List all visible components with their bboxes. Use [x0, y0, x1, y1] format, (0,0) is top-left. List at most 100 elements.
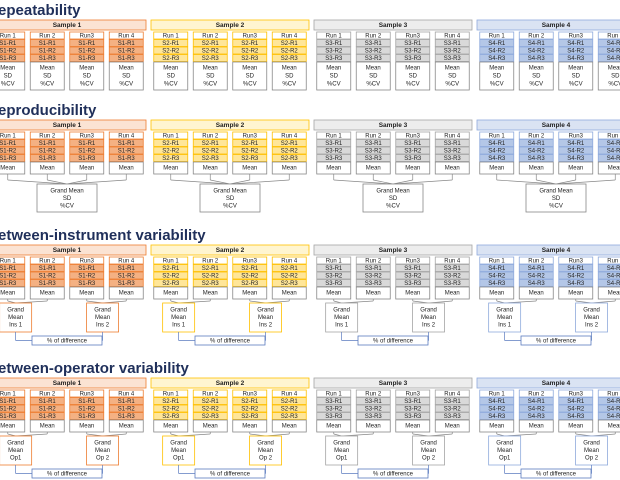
cell-label: S2-R1 — [162, 141, 180, 147]
cell-label: S4-R2 — [567, 273, 585, 279]
cell-label: S3-R2 — [444, 273, 462, 279]
box — [271, 271, 307, 280]
cell-label: S3-R3 — [325, 156, 343, 162]
box — [69, 54, 105, 62]
cell-label: S1-R3 — [0, 56, 17, 62]
cell-label: S1-R1 — [78, 41, 96, 47]
box — [29, 31, 65, 40]
box — [355, 31, 391, 40]
summary-label: %CV — [119, 82, 133, 88]
box — [194, 468, 266, 479]
box — [597, 139, 620, 147]
run-label: Run 1 — [489, 33, 506, 39]
box — [69, 61, 105, 91]
connector — [66, 179, 127, 185]
cell-label: S3-R3 — [325, 281, 343, 287]
difference-label: % of difference — [47, 471, 88, 477]
sample-header: Sample 3 — [379, 380, 408, 387]
box — [518, 264, 554, 272]
box — [476, 119, 620, 131]
cell-label: S2-R2 — [202, 406, 220, 412]
box — [316, 279, 352, 287]
box — [434, 264, 470, 272]
box — [271, 412, 307, 420]
run-label: Run3 — [243, 33, 258, 39]
box — [192, 404, 228, 413]
cell-label: S4-R2 — [607, 273, 620, 279]
box — [518, 154, 554, 162]
box — [476, 377, 620, 389]
box — [69, 271, 105, 280]
box — [316, 264, 352, 272]
box — [395, 279, 431, 287]
box — [395, 271, 431, 280]
summary-label: %CV — [282, 82, 296, 88]
grand-label: Grand Mean — [213, 189, 246, 195]
box — [518, 61, 554, 91]
group-label: Ins 1 — [172, 323, 186, 329]
cell-label: S3-R1 — [365, 141, 383, 147]
cell-label: S2-R1 — [162, 399, 180, 405]
box — [153, 54, 189, 62]
box — [355, 146, 391, 155]
box — [271, 131, 307, 140]
summary-label: Mean — [366, 166, 381, 172]
cell-label: S2-R1 — [281, 41, 299, 47]
cell-label: S1-R1 — [78, 141, 96, 147]
section-title: etween-operator variability — [0, 360, 190, 377]
cell-label: S2-R3 — [241, 414, 259, 420]
box — [0, 146, 26, 155]
box — [192, 154, 228, 162]
box — [232, 61, 268, 91]
box — [0, 154, 26, 162]
group-label: Mean — [584, 448, 599, 454]
run-label: Run 2 — [528, 33, 545, 39]
cell-label: S2-R2 — [162, 406, 180, 412]
cell-label: S3-R1 — [325, 399, 343, 405]
box — [153, 146, 189, 155]
box — [479, 264, 515, 272]
cell-label: S1-R2 — [39, 406, 57, 412]
group-label: Grand — [170, 308, 187, 314]
cell-label: S2-R1 — [202, 399, 220, 405]
cell-label: S1-R2 — [39, 273, 57, 279]
cell-label: S3-R2 — [444, 406, 462, 412]
summary-label: %CV — [445, 82, 459, 88]
box — [558, 404, 594, 413]
box — [316, 389, 352, 398]
cell-label: S2-R2 — [202, 48, 220, 54]
summary-label: Mean — [282, 424, 297, 430]
box — [395, 46, 431, 55]
grand-label: SD — [226, 196, 235, 202]
summary-label: Mean — [326, 166, 341, 172]
run-label: Run 1 — [326, 133, 343, 139]
summary-label: Mean — [405, 166, 420, 172]
cell-label: S2-R1 — [241, 266, 259, 272]
summary-label: %CV — [1, 82, 15, 88]
box — [69, 279, 105, 287]
sample-header: Sample 3 — [379, 22, 408, 29]
box — [108, 279, 144, 287]
group-label: Mean — [171, 315, 186, 321]
box — [69, 256, 105, 265]
run-label: Run 4 — [118, 33, 135, 39]
group-label: Ins 2 — [96, 323, 110, 329]
summary-label: Mean — [445, 66, 460, 72]
run-label: Run3 — [243, 258, 258, 264]
box — [558, 412, 594, 420]
summary-label: Mean — [529, 424, 544, 430]
cell-label: S3-R2 — [325, 406, 343, 412]
cell-label: S2-R1 — [281, 141, 299, 147]
cell-label: S3-R3 — [404, 414, 422, 420]
group-label: Mean — [421, 448, 436, 454]
box — [0, 131, 26, 140]
summary-label: SD — [122, 74, 131, 80]
cell-label: S3-R1 — [325, 41, 343, 47]
summary-label: %CV — [569, 82, 583, 88]
box — [395, 61, 431, 91]
sample-header: Sample 2 — [216, 247, 245, 254]
box — [192, 256, 228, 265]
cell-label: S4-R1 — [607, 41, 620, 47]
cell-label: S4-R2 — [488, 148, 506, 154]
run-label: Run3 — [569, 258, 584, 264]
